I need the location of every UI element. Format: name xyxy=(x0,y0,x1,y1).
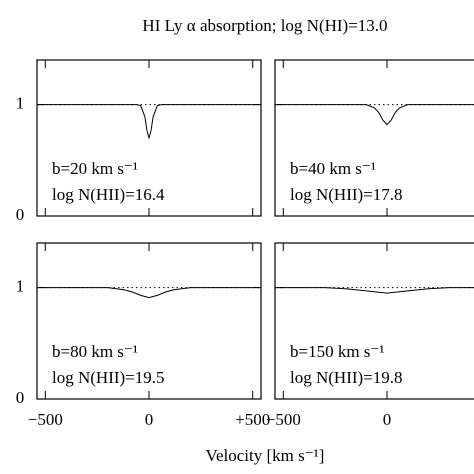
y-tick-label: 0 xyxy=(16,205,25,224)
x-tick-label: 0 xyxy=(145,410,154,429)
annotation: log N(HII)=19.5 xyxy=(52,368,165,387)
annotation: log N(HII)=19.8 xyxy=(290,368,403,387)
annotation: log N(HII)=17.8 xyxy=(290,185,403,204)
y-tick-label: 1 xyxy=(16,93,25,112)
annotation: b=20 km s⁻¹ xyxy=(52,159,138,178)
annotation: b=40 km s⁻¹ xyxy=(290,159,376,178)
absorption-line xyxy=(275,104,474,126)
x-tick-label: 0 xyxy=(383,410,392,429)
absorption-line xyxy=(37,104,261,140)
annotation: b=80 km s⁻¹ xyxy=(52,342,138,361)
figure-title: HI Ly α absorption; log N(HI)=13.0 xyxy=(142,16,387,35)
absorption-line xyxy=(275,287,474,294)
x-axis-label: Velocity [km s⁻¹] xyxy=(206,446,325,465)
x-tick-label: +500 xyxy=(235,410,270,429)
x-tick-label: −500 xyxy=(266,410,301,429)
annotation: b=150 km s⁻¹ xyxy=(290,342,385,361)
annotation: log N(HII)=16.4 xyxy=(52,185,165,204)
x-tick-label: −500 xyxy=(28,410,63,429)
y-tick-label: 0 xyxy=(16,388,25,407)
absorption-line xyxy=(37,287,261,299)
y-tick-label: 1 xyxy=(16,276,25,295)
